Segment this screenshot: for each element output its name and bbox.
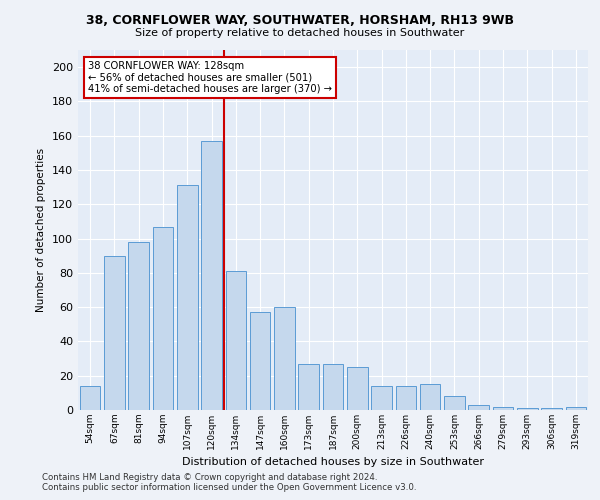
- Bar: [395, 386, 416, 410]
- X-axis label: Distribution of detached houses by size in Southwater: Distribution of detached houses by size …: [182, 458, 484, 468]
- Bar: [493, 406, 514, 410]
- Bar: [541, 408, 562, 410]
- Bar: [80, 386, 100, 410]
- Bar: [177, 186, 197, 410]
- Bar: [274, 307, 295, 410]
- Text: Contains HM Land Registry data © Crown copyright and database right 2024.: Contains HM Land Registry data © Crown c…: [42, 474, 377, 482]
- Bar: [347, 367, 368, 410]
- Bar: [226, 271, 246, 410]
- Bar: [371, 386, 392, 410]
- Y-axis label: Number of detached properties: Number of detached properties: [37, 148, 46, 312]
- Text: Contains public sector information licensed under the Open Government Licence v3: Contains public sector information licen…: [42, 484, 416, 492]
- Bar: [250, 312, 271, 410]
- Text: 38 CORNFLOWER WAY: 128sqm
← 56% of detached houses are smaller (501)
41% of semi: 38 CORNFLOWER WAY: 128sqm ← 56% of detac…: [88, 61, 332, 94]
- Bar: [128, 242, 149, 410]
- Bar: [517, 408, 538, 410]
- Bar: [420, 384, 440, 410]
- Bar: [201, 141, 222, 410]
- Bar: [152, 226, 173, 410]
- Bar: [566, 406, 586, 410]
- Text: Size of property relative to detached houses in Southwater: Size of property relative to detached ho…: [136, 28, 464, 38]
- Bar: [323, 364, 343, 410]
- Text: 38, CORNFLOWER WAY, SOUTHWATER, HORSHAM, RH13 9WB: 38, CORNFLOWER WAY, SOUTHWATER, HORSHAM,…: [86, 14, 514, 27]
- Bar: [298, 364, 319, 410]
- Bar: [469, 405, 489, 410]
- Bar: [444, 396, 465, 410]
- Bar: [104, 256, 125, 410]
